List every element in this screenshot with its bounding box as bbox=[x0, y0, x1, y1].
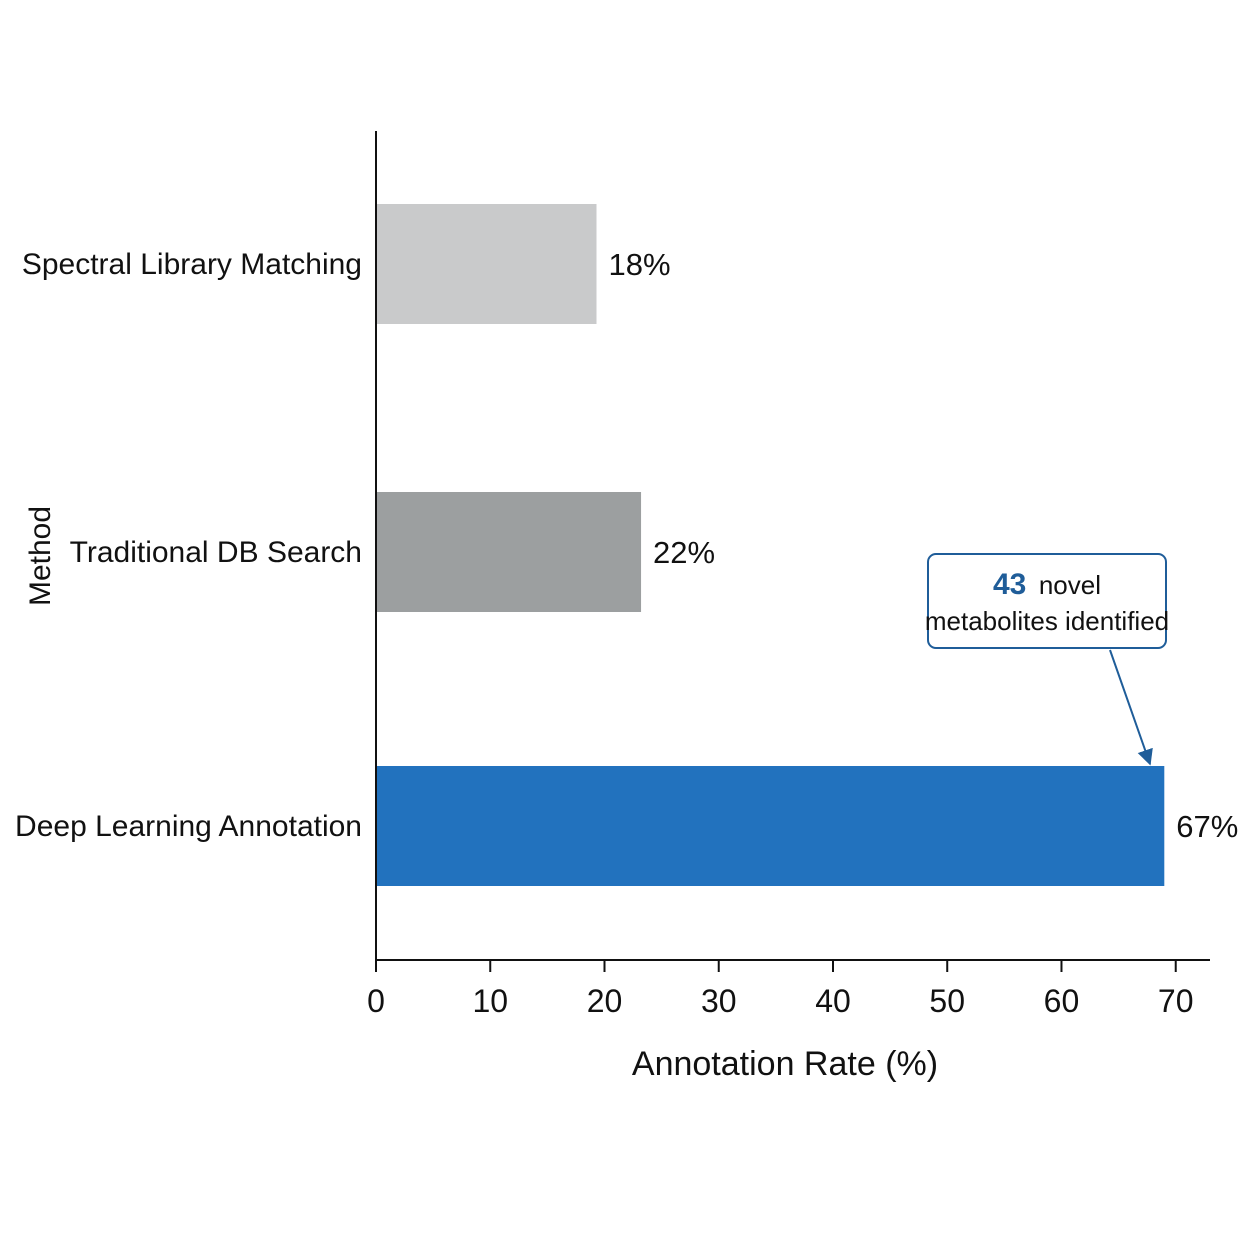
x-tick-label-70: 70 bbox=[1158, 983, 1194, 1019]
annotation-number: 43 bbox=[993, 568, 1026, 601]
x-tick-label-40: 40 bbox=[815, 983, 851, 1019]
annotation-line-2: metabolites identified bbox=[925, 606, 1169, 636]
bar-spectral-library-matching bbox=[376, 204, 597, 324]
x-tick-label-60: 60 bbox=[1044, 983, 1080, 1019]
x-tick-label-0: 0 bbox=[367, 983, 385, 1019]
bar-deep-learning-annotation bbox=[376, 766, 1165, 886]
x-tick-label-10: 10 bbox=[472, 983, 508, 1019]
category-label-spectral-library-matching: Spectral Library Matching bbox=[22, 248, 362, 281]
value-labels-layer: 18% 22% 67% bbox=[608, 247, 1238, 844]
x-axis-label: Annotation Rate (%) bbox=[632, 1045, 938, 1083]
x-tick-label-30: 30 bbox=[701, 983, 737, 1019]
value-label-deep-learning-annotation: 67% bbox=[1176, 809, 1238, 844]
category-label-deep-learning-annotation: Deep Learning Annotation bbox=[15, 810, 362, 843]
y-axis-label: Method bbox=[24, 506, 57, 606]
x-tick-label-20: 20 bbox=[587, 983, 623, 1019]
x-ticks-layer: 0 10 20 30 40 50 60 70 bbox=[367, 960, 1194, 1019]
category-label-traditional-db-search: Traditional DB Search bbox=[70, 536, 362, 569]
value-label-spectral-library-matching: 18% bbox=[608, 247, 670, 282]
annotation-line-1: 43 novel bbox=[993, 568, 1101, 601]
annotation-arrow bbox=[1109, 649, 1153, 766]
value-label-traditional-db-search: 22% bbox=[653, 535, 715, 570]
x-tick-label-50: 50 bbox=[929, 983, 965, 1019]
category-labels-layer: Spectral Library Matching Traditional DB … bbox=[15, 248, 362, 843]
annotation-box bbox=[927, 553, 1167, 649]
bars-layer bbox=[376, 204, 1165, 886]
annotation-line-1-rest: novel bbox=[1039, 570, 1101, 600]
bar-traditional-db-search bbox=[376, 492, 642, 612]
annotation-callout: 43 novel metabolites identified bbox=[925, 553, 1169, 766]
